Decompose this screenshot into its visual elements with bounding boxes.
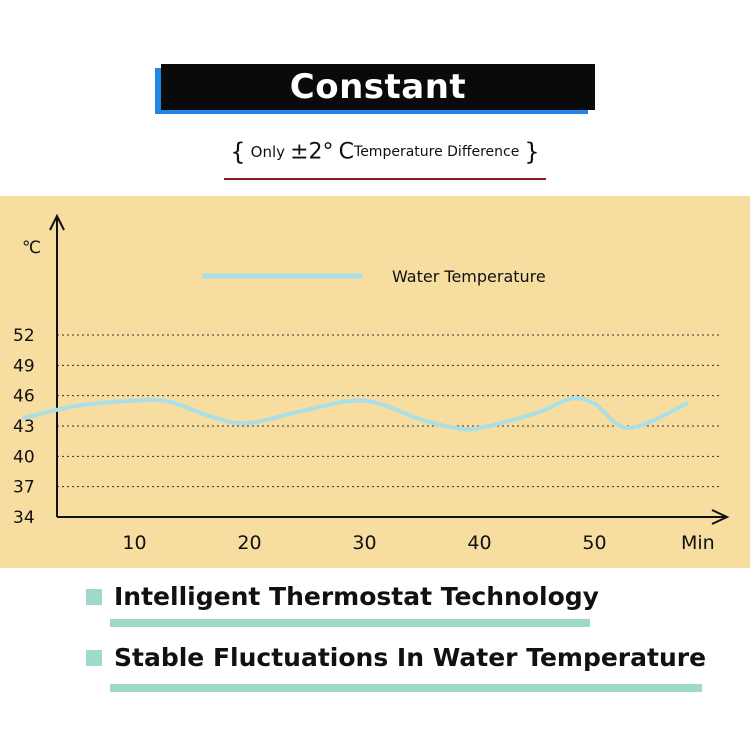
subtitle-underline [224, 178, 546, 180]
x-tick-label: 20 [237, 532, 261, 554]
temperature-chart: ℃ Min 34 37 40 43 46 49 52 10 20 30 40 50 Water Te… [13, 213, 730, 554]
y-tick-labels: 34 37 40 43 46 49 52 [13, 326, 35, 528]
water-temperature-line [22, 396, 689, 432]
y-tick-label: 43 [13, 417, 35, 437]
x-tick-labels: 10 20 30 40 50 [122, 532, 606, 554]
axes [49, 213, 730, 525]
feature-item: Stable Fluctuations In Water Temperature [86, 638, 716, 692]
feature-text: Intelligent Thermostat Technology [114, 582, 599, 611]
subtitle-close-brace: } [524, 138, 540, 166]
y-tick-label: 37 [13, 478, 35, 498]
chart-background [0, 196, 750, 568]
subtitle-only: Only [250, 143, 286, 161]
title-banner: Constant Temperature [155, 64, 595, 153]
feature-underline [110, 684, 702, 692]
subtitle-plus-minus: ±2° [290, 139, 334, 165]
feature-bullet [86, 650, 102, 666]
x-axis-arrow [711, 509, 730, 525]
feature-bullet [86, 589, 102, 605]
legend: Water Temperature [202, 267, 546, 286]
y-tick-label: 52 [13, 326, 35, 346]
legend-label: Water Temperature [392, 267, 546, 286]
y-tick-label: 40 [13, 447, 35, 467]
subtitle-open-brace: { [230, 138, 246, 166]
y-axis-unit-label: ℃ [22, 238, 41, 258]
x-axis-label: Min [681, 532, 715, 554]
subtitle-unit: C [338, 139, 355, 165]
subtitle-difference: Temperature Difference [354, 144, 520, 160]
y-axis-arrow [49, 213, 65, 231]
grid-lines [57, 334, 722, 488]
y-tick-label: 34 [13, 508, 35, 528]
feature-text: Stable Fluctuations In Water Temperature [114, 643, 707, 672]
subtitle: { Only ±2° CTemperature Difference } [225, 138, 545, 174]
x-tick-label: 30 [352, 532, 376, 554]
y-tick-label: 49 [13, 356, 35, 376]
page-title: Constant Temperature [161, 64, 595, 153]
x-tick-label: 50 [582, 532, 606, 554]
x-tick-label: 10 [122, 532, 146, 554]
y-tick-label: 46 [13, 387, 35, 407]
feature-item: Intelligent Thermostat Technology [86, 577, 606, 627]
feature-underline [110, 619, 590, 627]
x-tick-label: 40 [467, 532, 491, 554]
